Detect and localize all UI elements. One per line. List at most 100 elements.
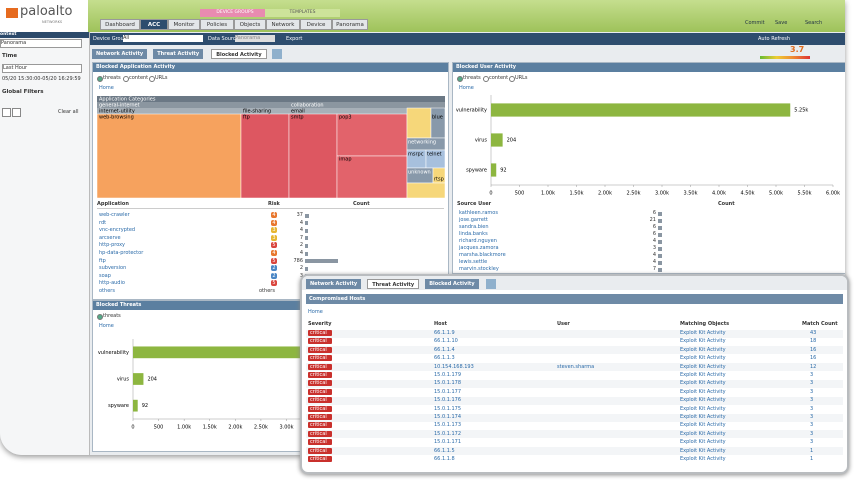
user[interactable]: steven.sharma <box>557 363 595 370</box>
app-name[interactable]: http-audio <box>99 280 125 287</box>
host[interactable]: 15.0.1.176 <box>434 397 462 404</box>
match-count[interactable]: 3 <box>810 414 814 420</box>
match-count[interactable]: 18 <box>810 338 817 345</box>
matching-object[interactable]: Exploit Kit Activity <box>680 456 726 462</box>
match-count[interactable]: 3 <box>810 372 814 378</box>
header-action[interactable]: Save <box>775 20 788 26</box>
add-tab[interactable] <box>486 279 497 289</box>
data-source-select[interactable]: Panorama <box>235 35 275 42</box>
filter-label[interactable]: content <box>129 75 149 81</box>
app-name[interactable]: ftp <box>99 257 106 264</box>
matching-object[interactable]: Exploit Kit Activity <box>680 405 726 412</box>
device-group-select[interactable]: All <box>123 35 203 42</box>
remove-filter[interactable] <box>12 108 21 117</box>
app-name[interactable]: http-proxy <box>99 242 126 249</box>
main-tab[interactable]: Dashboard <box>100 19 140 30</box>
add-filter[interactable] <box>2 108 11 117</box>
matching-object[interactable]: Exploit Kit Activity <box>680 380 726 387</box>
filter-label[interactable]: threats <box>103 75 121 81</box>
matching-object[interactable]: Exploit Kit Activity <box>680 422 726 429</box>
host[interactable]: 15.0.1.179 <box>434 372 462 378</box>
breadcrumb[interactable]: Home <box>99 85 114 91</box>
main-tab[interactable]: Network <box>266 19 300 30</box>
filter-label[interactable]: threats <box>103 313 121 319</box>
filter-radio[interactable] <box>123 76 129 82</box>
filter-radio[interactable] <box>149 76 155 82</box>
breadcrumb[interactable]: Home <box>99 323 114 329</box>
host[interactable]: 10.154.168.193 <box>434 363 474 370</box>
main-tab[interactable]: Objects <box>234 19 266 30</box>
host[interactable]: 15.0.1.173 <box>434 422 462 429</box>
match-count[interactable]: 3 <box>810 388 814 395</box>
add-tab[interactable] <box>272 49 283 59</box>
match-count[interactable]: 16 <box>810 355 817 362</box>
subtab[interactable]: Blocked Activity <box>211 49 267 59</box>
filter-radio[interactable] <box>97 314 103 320</box>
export[interactable]: Export <box>286 36 303 42</box>
matching-object[interactable]: Exploit Kit Activity <box>680 447 726 454</box>
filter-radio[interactable] <box>483 76 489 82</box>
host[interactable]: 66.1.1.5 <box>434 447 455 454</box>
host[interactable]: 15.0.1.174 <box>434 414 462 420</box>
user-name[interactable]: linda.banks <box>459 231 488 237</box>
main-tab[interactable]: Panorama <box>332 19 368 30</box>
time-select[interactable]: Last Hour <box>2 64 82 73</box>
host[interactable]: 66.1.1.3 <box>434 355 455 362</box>
match-count[interactable]: 3 <box>810 422 814 429</box>
host[interactable]: 15.0.1.177 <box>434 388 462 395</box>
user-name[interactable]: richard.nguyen <box>459 238 497 244</box>
context-select[interactable]: Panorama <box>0 39 82 48</box>
match-count[interactable]: 43 <box>810 330 817 336</box>
host[interactable]: 66.1.1.4 <box>434 346 455 353</box>
app-name[interactable]: rdt <box>99 219 107 226</box>
subtab[interactable]: Blocked Activity <box>425 279 479 289</box>
filter-label[interactable]: URLs <box>515 75 528 81</box>
filter-radio[interactable] <box>457 76 463 82</box>
app-name[interactable]: arcserve <box>99 234 121 241</box>
host[interactable]: 66.1.1.10 <box>434 338 458 345</box>
breadcrumb[interactable]: Home <box>459 85 474 91</box>
filter-label[interactable]: URLs <box>155 75 168 81</box>
main-tab[interactable]: Device <box>300 19 332 30</box>
matching-object[interactable]: Exploit Kit Activity <box>680 372 726 378</box>
app-name[interactable]: subversion <box>99 265 127 272</box>
matching-object[interactable]: Exploit Kit Activity <box>680 397 726 404</box>
matching-object[interactable]: Exploit Kit Activity <box>680 338 726 345</box>
match-count[interactable]: 3 <box>810 380 814 387</box>
matching-object[interactable]: Exploit Kit Activity <box>680 439 726 446</box>
filter-label[interactable]: content <box>489 75 509 81</box>
user-name[interactable]: marsha.blackmore <box>459 252 506 258</box>
host[interactable]: 15.0.1.171 <box>434 439 462 446</box>
app-name[interactable]: hp-data-protector <box>99 250 144 256</box>
match-count[interactable]: 1 <box>810 447 814 454</box>
user-name[interactable]: lewis.settle <box>459 259 488 265</box>
matching-object[interactable]: Exploit Kit Activity <box>680 414 726 420</box>
header-action[interactable]: Commit <box>745 20 765 26</box>
match-count[interactable]: 16 <box>810 346 817 353</box>
app-name[interactable]: web-crawler <box>99 212 130 218</box>
main-tab[interactable]: Policies <box>200 19 234 30</box>
filter-radio[interactable] <box>509 76 515 82</box>
match-count[interactable]: 12 <box>810 363 817 370</box>
user-name[interactable]: jose.garrett <box>459 217 488 223</box>
app-name[interactable]: others <box>99 288 115 294</box>
filter-label[interactable]: threats <box>463 75 481 81</box>
header-action[interactable]: Search <box>805 20 823 26</box>
main-tab[interactable]: Monitor <box>168 19 200 30</box>
match-count[interactable]: 3 <box>810 439 814 446</box>
match-count[interactable]: 1 <box>810 456 814 462</box>
subtab[interactable]: Threat Activity <box>367 279 420 289</box>
user-name[interactable]: kathleen.ramos <box>459 210 498 216</box>
match-count[interactable]: 3 <box>810 397 814 404</box>
main-tab[interactable]: ACC <box>140 19 168 30</box>
user-name[interactable]: jacques.zamora <box>459 245 499 251</box>
user-name[interactable]: marvin.stockley <box>459 266 499 272</box>
matching-object[interactable]: Exploit Kit Activity <box>680 363 726 370</box>
matching-object[interactable]: Exploit Kit Activity <box>680 388 726 395</box>
matching-object[interactable]: Exploit Kit Activity <box>680 330 726 336</box>
host[interactable]: 15.0.1.175 <box>434 405 462 412</box>
subtab[interactable]: Network Activity <box>92 49 148 59</box>
matching-object[interactable]: Exploit Kit Activity <box>680 355 726 362</box>
host[interactable]: 15.0.1.178 <box>434 380 462 387</box>
filter-radio[interactable] <box>97 76 103 82</box>
